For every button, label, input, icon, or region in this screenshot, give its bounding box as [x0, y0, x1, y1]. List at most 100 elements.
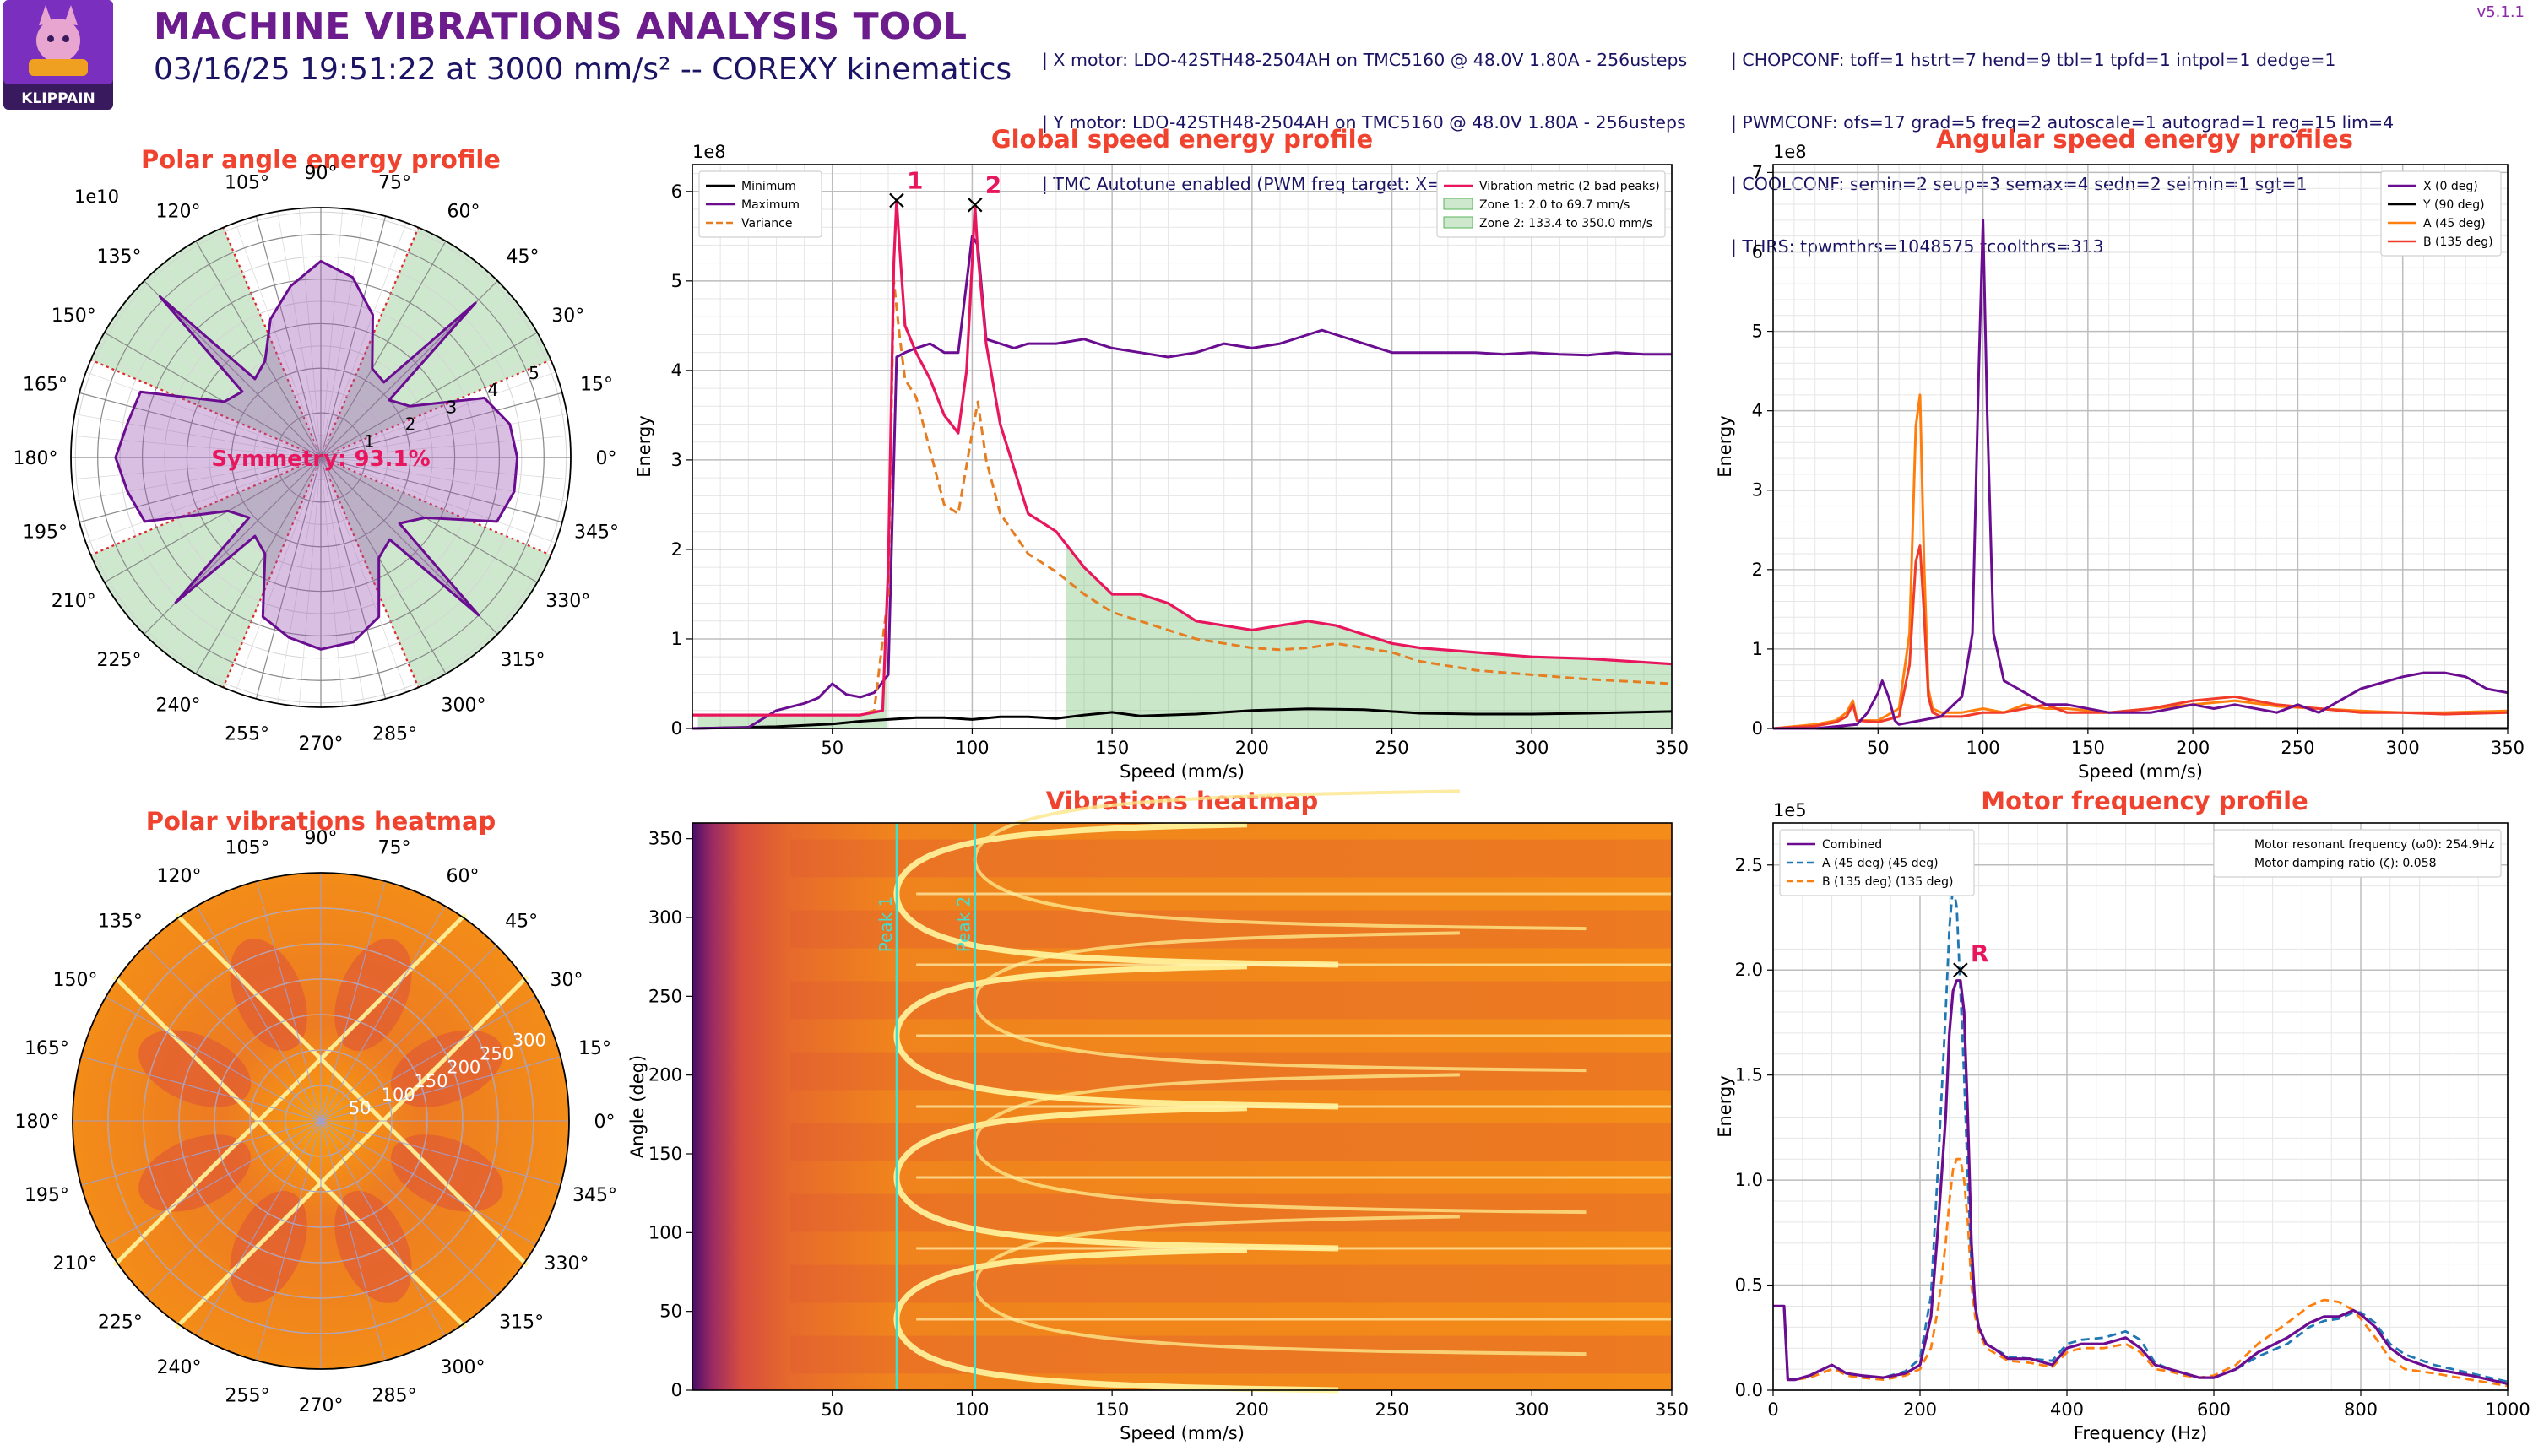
minor-spoke	[320, 296, 513, 458]
y-tick-label: 350	[648, 829, 682, 849]
x-tick-label: 150	[1095, 738, 1129, 758]
peak-marker	[889, 192, 904, 208]
angle-tick-label: 165°	[24, 1038, 69, 1059]
minor-spoke	[320, 457, 526, 602]
angle-tick-label: 285°	[372, 723, 417, 744]
minor-spoke	[160, 265, 322, 458]
angle-tick-label: 330°	[545, 591, 590, 612]
minor-spoke	[320, 208, 344, 458]
x-tick-label: 150	[1095, 1399, 1129, 1420]
plot-frame	[692, 164, 1673, 729]
global-speed-title: Global speed energy profile	[990, 125, 1374, 154]
major-spoke	[320, 215, 387, 458]
x-tick-label: 200	[1903, 1399, 1937, 1420]
legend-label: B (135 deg)	[2423, 235, 2493, 249]
major-spoke	[320, 457, 387, 700]
angle-tick-label: 45°	[505, 911, 538, 932]
driver-config-line: | COOLCONF: semin=2 seup=3 semax=4 sedn=…	[1731, 174, 2308, 194]
info-box-line: Motor damping ratio (ζ): 0.058	[2254, 857, 2437, 870]
y-tick-label: 1.0	[1735, 1170, 1763, 1190]
x-tick-label: 300	[1515, 1399, 1549, 1420]
x-tick-label: 150	[2071, 738, 2105, 758]
minor-spoke	[320, 265, 482, 458]
y-tick-label: 150	[648, 1144, 682, 1164]
polar-heatmap-low-region	[138, 1030, 252, 1107]
major-spoke	[255, 215, 322, 458]
x-tick-label: 300	[2386, 738, 2420, 758]
minor-spoke	[320, 457, 407, 693]
angle-tick-label: 240°	[156, 696, 201, 717]
angle-tick-label: 285°	[372, 1386, 416, 1407]
peak-label: R	[1971, 939, 1989, 967]
polar-heatmap-spoke	[320, 1120, 497, 1297]
polar-heatmap-spoke	[256, 880, 322, 1122]
series-vibration-metric-line	[692, 198, 1673, 717]
logo-text: KLIPPAIN	[21, 90, 95, 107]
angle-tick-label: 120°	[156, 201, 201, 222]
series-maximum-line	[692, 235, 1672, 730]
minor-spoke	[116, 313, 322, 458]
minor-spoke	[277, 457, 322, 704]
polar-heatmap-grid-ring	[214, 1014, 428, 1228]
angle-tick-label: 180°	[15, 1112, 60, 1133]
legend-box	[1436, 170, 1666, 238]
radial-tick-label: 1	[364, 431, 375, 452]
radial-tick-label: 300	[513, 1031, 546, 1051]
angle-tick-label: 225°	[98, 1313, 143, 1334]
polar-heatmap-spoke	[320, 1120, 561, 1186]
minor-spoke	[320, 457, 570, 480]
major-ring	[231, 367, 411, 548]
y-tick-label: 2	[671, 539, 682, 560]
heatmap-low-band	[790, 1264, 1672, 1303]
driver-config-line: | PWMCONF: ofs=17 grad=5 freq=2 autoscal…	[1731, 111, 2395, 133]
minor-spoke	[72, 435, 322, 458]
x-tick-label: 1000	[2485, 1399, 2530, 1420]
y-tick-label: 0.0	[1735, 1380, 1763, 1400]
y-tick-label: 5	[671, 271, 682, 291]
minor-spoke	[235, 457, 322, 693]
minor-spoke	[320, 457, 465, 663]
legend-label: B (135 deg) (135 deg)	[1822, 875, 1953, 889]
y-axis-label: Energy	[634, 415, 654, 478]
symmetry-annotation: Symmetry: 93.1%	[211, 447, 430, 472]
minor-spoke	[298, 457, 322, 706]
peak-label: 2	[985, 171, 1001, 199]
angle-tick-label: 300°	[441, 1357, 485, 1378]
minor-spoke	[320, 457, 365, 704]
angle-tick-label: 15°	[580, 375, 613, 396]
y-tick-label: 250	[648, 986, 682, 1006]
x-tick-label: 600	[2197, 1399, 2231, 1420]
heatmap-low-band	[790, 839, 1672, 878]
info-box	[2213, 829, 2502, 878]
x-tick-label: 300	[1515, 738, 1549, 758]
polar-heatmap-low-region	[230, 1190, 307, 1303]
radial-tick-label: 50	[349, 1098, 372, 1118]
polar-heatmap-low-region	[390, 1134, 503, 1212]
version-label: v5.1.1	[2476, 3, 2525, 21]
x-tick-label: 200	[1235, 738, 1269, 758]
motor-info: | X motor: LDO-42STH48-2504AH on TMC5160…	[1042, 8, 1687, 215]
major-spoke	[320, 392, 563, 458]
minor-spoke	[320, 252, 465, 458]
angle-tick-label: 210°	[53, 1253, 98, 1275]
legend-box	[2380, 170, 2502, 257]
x-tick-label: 400	[2050, 1399, 2084, 1420]
angle-tick-label: 330°	[544, 1253, 589, 1275]
y-tick-label: 5	[1752, 322, 1763, 342]
polar-frame	[70, 207, 572, 708]
axis-offset-label: 1e8	[1773, 142, 1807, 162]
plot-frame	[692, 822, 1673, 1391]
y-tick-label: 2	[1752, 560, 1763, 580]
angle-tick-label: 105°	[225, 837, 270, 858]
series-a-line	[1773, 885, 2509, 1383]
driver-config-line: | THRS: tpwmthrs=1048575 tcoolthrs=313	[1731, 235, 2104, 257]
minor-spoke	[176, 252, 322, 458]
major-ring	[141, 278, 501, 637]
polar-heatmap-spoke	[320, 1120, 386, 1361]
y-tick-label: 2.5	[1735, 855, 1763, 875]
angle-tick-label: 120°	[157, 866, 202, 887]
legend-label: Minimum	[741, 180, 796, 193]
minor-spoke	[320, 435, 570, 458]
motor-frequency-chart: 0 200 400 600 800 1000 0.0 0.5 1.0 1.5 2.0 2.5 1e5 Fr…	[1715, 800, 2530, 1443]
minor-spoke	[320, 457, 427, 685]
